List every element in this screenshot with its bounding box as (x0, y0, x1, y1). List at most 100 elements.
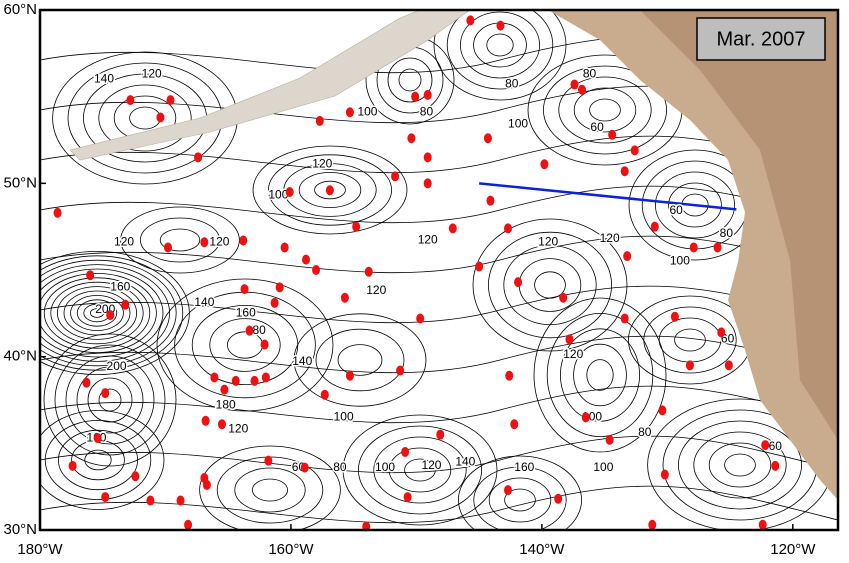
contour-line (40, 335, 838, 374)
contour-label: 200 (107, 359, 127, 373)
station (210, 372, 219, 383)
contour-line (40, 235, 838, 274)
contour-line (251, 478, 288, 502)
contour-line (668, 182, 722, 228)
contour-label: 140 (94, 72, 114, 86)
contour-line (84, 449, 112, 471)
station (559, 292, 568, 303)
contour-line (488, 477, 552, 523)
contour-line (234, 467, 306, 513)
station (717, 327, 726, 338)
contour-line (573, 343, 627, 407)
x-tick-label: 180°W (17, 541, 63, 558)
contour-line (65, 355, 155, 445)
contour-label: 120 (421, 458, 441, 472)
station (391, 171, 400, 182)
contour-line (643, 306, 737, 374)
contour-line (459, 11, 540, 79)
contour-line (337, 344, 383, 376)
station (578, 84, 587, 95)
contour-line (98, 388, 122, 412)
station (475, 261, 484, 272)
contour-line (678, 420, 803, 510)
station (131, 471, 140, 482)
contour-line (44, 419, 152, 500)
station (620, 166, 629, 177)
contour-line (76, 299, 118, 327)
station (275, 282, 284, 293)
contour-line (708, 442, 772, 488)
contour-label: 120 (366, 283, 386, 297)
station (184, 519, 193, 530)
station (416, 313, 425, 324)
contour-label: 160 (110, 280, 130, 294)
contour-label: 80 (420, 104, 434, 118)
station (658, 405, 667, 416)
contour-line (40, 435, 838, 474)
contour-label: 60 (769, 439, 783, 453)
station (514, 277, 523, 288)
station (540, 159, 549, 170)
contour-label: 100 (670, 254, 690, 268)
station (364, 266, 373, 277)
contour-label: 180 (216, 397, 236, 411)
station (504, 223, 513, 234)
contour-label: 60 (669, 203, 683, 217)
date-box (696, 17, 826, 61)
contour-label: 120 (209, 234, 229, 248)
contour-line (40, 410, 165, 510)
contour-line (283, 163, 377, 217)
station (396, 365, 405, 376)
contour-line (342, 414, 498, 526)
station (176, 495, 185, 506)
station (401, 447, 410, 457)
contour-line (560, 328, 641, 422)
station (320, 389, 329, 400)
contour-line (40, 185, 838, 224)
y-tick-label: 50°N (3, 174, 37, 191)
station (605, 434, 614, 445)
contour-label: 80 (720, 226, 734, 240)
contour-label: 80 (638, 425, 652, 439)
contour-line (398, 68, 422, 92)
contour-line (388, 447, 452, 493)
station (648, 519, 657, 530)
station (156, 112, 165, 123)
contour-label: 100 (375, 460, 395, 474)
contour-label: 80 (505, 77, 519, 91)
station (93, 433, 102, 444)
station (352, 221, 361, 232)
station (407, 133, 416, 144)
station (86, 270, 95, 281)
station (411, 91, 420, 102)
station (302, 254, 310, 265)
date-label: Mar. 2007 (717, 28, 806, 50)
station (660, 469, 669, 480)
contour-label: 60 (590, 120, 604, 134)
contour-label: 80 (583, 66, 597, 80)
station (220, 384, 229, 395)
contour-line (90, 308, 105, 318)
station (689, 242, 698, 253)
contour-label: 120 (114, 234, 134, 248)
station (504, 485, 513, 496)
contour-line (252, 145, 408, 235)
y-tick-label: 40°N (3, 348, 37, 365)
contour-line (373, 436, 467, 504)
station (650, 221, 659, 232)
contour-line (387, 57, 433, 103)
contour-line (486, 33, 514, 57)
x-tick-label: 120°W (770, 541, 816, 558)
contour-label: 100 (334, 410, 354, 424)
station (565, 334, 574, 345)
station (126, 95, 135, 106)
station (448, 223, 457, 234)
contour-label: 100 (508, 117, 528, 131)
station (466, 15, 475, 26)
y-tick-label: 60°N (3, 1, 37, 18)
station (106, 310, 115, 321)
station (280, 242, 289, 253)
contour-line (43, 333, 177, 467)
station (261, 372, 270, 383)
station (761, 440, 770, 451)
